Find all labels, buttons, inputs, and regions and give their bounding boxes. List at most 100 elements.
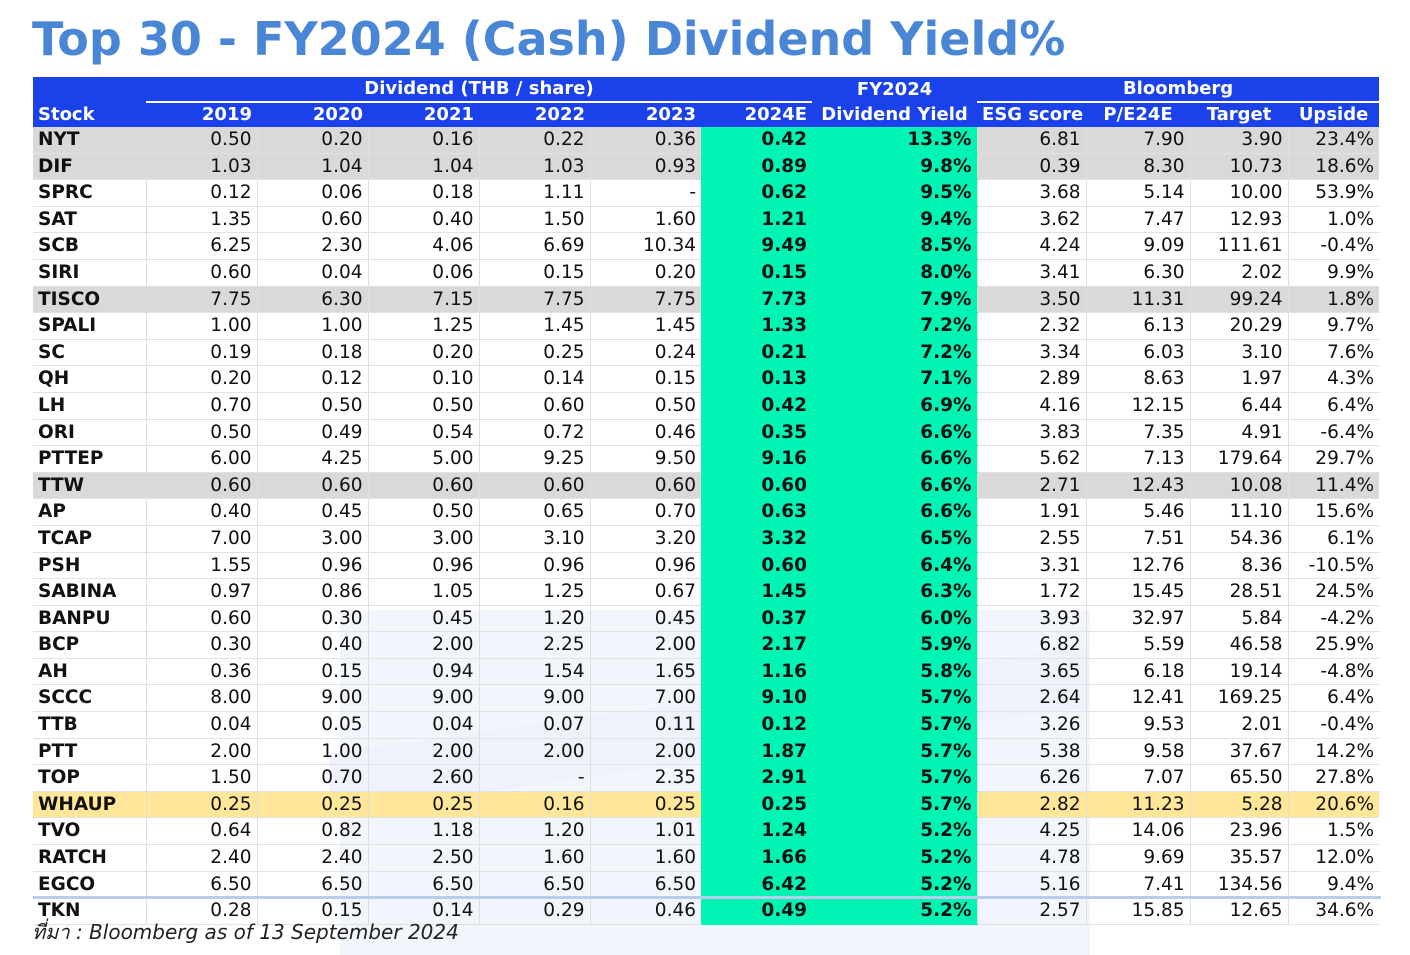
source-note: ที่มา : Bloomberg as of 13 September 202… xyxy=(32,920,459,944)
dividend-2021-cell: 0.14 xyxy=(367,897,479,925)
dividend-2023-cell: - xyxy=(589,179,701,207)
stock-cell: TTW xyxy=(33,472,146,500)
dividend-yield-cell: 9.8% xyxy=(812,153,978,181)
target-price-cell: 99.24 xyxy=(1189,286,1289,314)
dividend-yield-cell: 5.2% xyxy=(812,871,978,899)
dividend-2021-cell: 1.18 xyxy=(367,817,479,846)
bloomberg-group-header: Bloomberg xyxy=(977,77,1380,103)
target-price-cell: 11.10 xyxy=(1189,498,1289,526)
target-price-cell: 12.65 xyxy=(1189,897,1289,925)
esg-score-cell: 2.82 xyxy=(976,791,1087,819)
dividend-2023-cell: 0.70 xyxy=(589,498,701,526)
dividend-2022-cell: 0.14 xyxy=(478,365,590,393)
stock-cell: TOP xyxy=(33,764,146,792)
dividend-2021-cell: 2.00 xyxy=(367,631,479,659)
dividend-2022-cell: 2.00 xyxy=(478,738,590,766)
stock-cell: SIRI xyxy=(33,259,146,287)
pe-cell: 7.47 xyxy=(1085,206,1191,234)
dividend-2020-cell: 0.45 xyxy=(256,498,368,526)
esg-score-cell: 6.81 xyxy=(976,127,1087,154)
target-price-cell: 5.28 xyxy=(1189,791,1289,819)
dividend-2019-cell: 0.60 xyxy=(145,472,257,500)
esg-score-cell: 3.31 xyxy=(976,552,1087,580)
esg-score-cell: 2.89 xyxy=(976,365,1087,393)
pe-cell: 8.30 xyxy=(1085,153,1191,181)
esg-score-cell: 3.65 xyxy=(976,658,1087,686)
dividend-2021-cell: 0.45 xyxy=(367,605,479,633)
dividend-yield-cell: 6.5% xyxy=(812,525,978,553)
dividend-yield-cell: 6.6% xyxy=(812,419,978,447)
dividend-2021-cell: 0.40 xyxy=(367,206,479,234)
dividend-2024e-cell: 0.12 xyxy=(701,711,813,739)
dividend-2023-cell: 1.60 xyxy=(589,844,701,872)
dividend-2021-cell: 6.50 xyxy=(367,871,479,899)
dividend-2022-cell: 1.11 xyxy=(478,179,590,207)
stock-cell: NYT xyxy=(33,127,146,154)
dividend-2022-cell: - xyxy=(478,764,590,792)
stock-cell: TTB xyxy=(33,711,146,739)
upside-cell: 27.8% xyxy=(1287,764,1380,792)
dividend-yield-cell: 13.3% xyxy=(812,127,978,154)
upside-cell: 9.4% xyxy=(1287,871,1380,899)
pe-cell: 9.09 xyxy=(1085,232,1191,260)
dividend-2019-cell: 1.00 xyxy=(145,312,257,340)
dividend-2019-cell: 0.60 xyxy=(145,605,257,633)
dividend-2019-cell: 0.12 xyxy=(145,179,257,207)
dividend-2024e-cell: 0.63 xyxy=(701,498,813,526)
dividend-yield-cell: 5.7% xyxy=(812,711,978,739)
target-price-cell: 111.61 xyxy=(1189,232,1289,260)
dividend-2023-cell: 0.50 xyxy=(589,392,701,420)
table-body: NYT 0.50 0.20 0.16 0.22 0.36 0.42 13.3% 6.81 7.90… xyxy=(33,127,1380,925)
dividend-2020-cell: 1.00 xyxy=(256,738,368,766)
dividend-2019-cell: 0.50 xyxy=(145,127,257,154)
dividend-2020-cell: 0.49 xyxy=(256,419,368,447)
pe-cell: 7.13 xyxy=(1085,445,1191,473)
dividend-2020-cell: 9.00 xyxy=(256,684,368,713)
pe-cell: 5.14 xyxy=(1085,179,1191,207)
upside-cell: 24.5% xyxy=(1287,578,1380,606)
dividend-2019-cell: 1.55 xyxy=(145,552,257,580)
dividend-2021-cell: 7.15 xyxy=(367,286,479,314)
upside-cell: 4.3% xyxy=(1287,365,1380,393)
dividend-2022-cell: 1.20 xyxy=(478,605,590,633)
target-price-cell: 65.50 xyxy=(1189,764,1289,792)
dividend-yield-cell: 5.7% xyxy=(812,791,978,819)
dividend-2023-cell: 1.65 xyxy=(589,658,701,686)
pe-cell: 5.59 xyxy=(1085,631,1191,659)
table-row: SCCC 8.00 9.00 9.00 9.00 7.00 9.10 5.7% 2.64 12.4… xyxy=(33,684,1380,713)
stock-cell: ORI xyxy=(33,419,146,447)
esg-score-cell: 2.71 xyxy=(976,472,1087,500)
stock-cell: PSH xyxy=(33,552,146,580)
dividend-2021-cell: 0.50 xyxy=(367,498,479,526)
dividend-2022-cell: 0.16 xyxy=(478,791,590,819)
dividend-2024e-cell: 0.42 xyxy=(701,392,813,420)
stock-cell: SCCC xyxy=(33,684,146,713)
table-row: SPRC 0.12 0.06 0.18 1.11-0.62 9.5% 3.68 5.14 10.… xyxy=(33,179,1380,207)
table-row: QH 0.20 0.12 0.10 0.14 0.15 0.13 7.1% 2.89 8.63 1.… xyxy=(33,365,1380,393)
esg-score-cell: 3.34 xyxy=(976,339,1087,367)
dividend-2023-cell: 1.60 xyxy=(589,206,701,234)
column-header-2022: 2022 xyxy=(479,102,590,127)
dividend-yield-cell: 5.2% xyxy=(812,844,978,872)
stock-cell: SPRC xyxy=(33,179,146,207)
dividend-2023-cell: 0.25 xyxy=(589,791,701,819)
stock-cell: SABINA xyxy=(33,578,146,606)
dividend-2019-cell: 0.50 xyxy=(145,419,257,447)
dividend-2023-cell: 10.34 xyxy=(589,232,701,260)
dividend-2022-cell: 0.72 xyxy=(478,419,590,447)
dividend-2021-cell: 1.25 xyxy=(367,312,479,340)
dividend-2022-cell: 6.69 xyxy=(478,232,590,260)
dividend-2022-cell: 3.10 xyxy=(478,525,590,553)
stock-cell: SAT xyxy=(33,206,146,234)
dividend-2021-cell: 2.50 xyxy=(367,844,479,872)
dividend-2020-cell: 0.60 xyxy=(256,472,368,500)
table-row: TTB 0.04 0.05 0.04 0.07 0.11 0.12 5.7% 3.26 9.53 2… xyxy=(33,711,1380,739)
esg-score-cell: 2.55 xyxy=(976,525,1087,553)
dividend-2020-cell: 0.05 xyxy=(256,711,368,739)
dividend-2020-cell: 4.25 xyxy=(256,445,368,473)
dividend-2021-cell: 0.54 xyxy=(367,419,479,447)
pe-cell: 6.18 xyxy=(1085,658,1191,686)
table-row: AH 0.36 0.15 0.94 1.54 1.65 1.16 5.8% 3.65 6.18 19… xyxy=(33,658,1380,686)
column-header-2023: 2023 xyxy=(590,102,701,127)
header-blank xyxy=(33,77,146,102)
